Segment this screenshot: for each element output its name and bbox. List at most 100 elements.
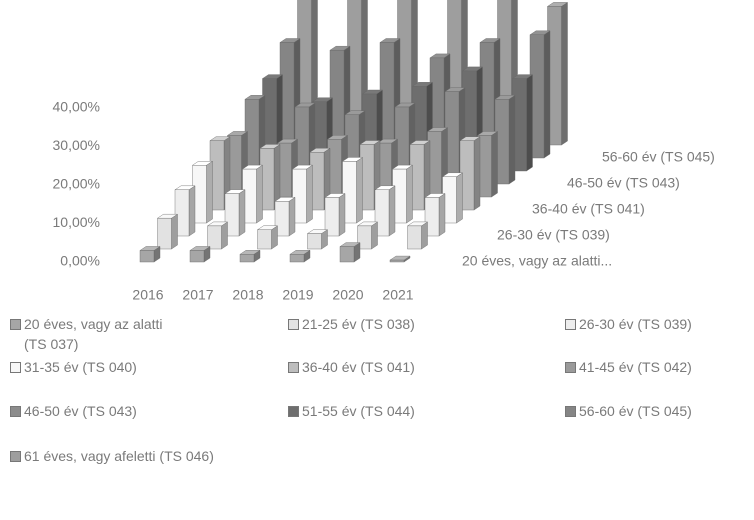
- bar: [274, 196, 296, 237]
- depth-label: 46-50 év (TS 043): [567, 175, 680, 191]
- bar-front: [342, 161, 357, 224]
- bar: [306, 229, 329, 250]
- legend-swatch: [565, 406, 576, 417]
- bar: [441, 172, 464, 224]
- legend-swatch: [10, 451, 21, 462]
- legend-label: 36-40 év (TS 041): [302, 359, 415, 375]
- bar: [341, 157, 364, 224]
- bar: [546, 2, 569, 146]
- x-tick-label: 2017: [182, 287, 213, 303]
- bar-front: [207, 225, 222, 250]
- y-tick-label: 40,00%: [53, 99, 100, 115]
- bar: [259, 144, 281, 211]
- bar-front: [339, 246, 355, 263]
- bar: [324, 193, 346, 237]
- bar-front: [374, 189, 390, 237]
- x-tick-label: 2018: [232, 287, 263, 303]
- bar: [476, 131, 499, 198]
- bar: [289, 249, 311, 263]
- bar-front: [324, 197, 340, 237]
- bar-side: [421, 221, 428, 250]
- bar-side: [238, 189, 246, 237]
- legend-label: 41-45 év (TS 042): [579, 359, 692, 375]
- legend-label: 46-50 év (TS 043): [24, 403, 137, 419]
- bar-side: [438, 193, 446, 237]
- bar-side: [473, 136, 481, 211]
- bar-side: [221, 221, 228, 250]
- bar: [174, 185, 196, 237]
- bar-front: [239, 254, 255, 263]
- bar-side: [171, 213, 178, 250]
- bar: [309, 147, 331, 211]
- bar: [241, 164, 264, 224]
- bar-side: [406, 164, 413, 224]
- bar-front: [289, 254, 305, 263]
- legend-item: 21-25 év (TS 038): [288, 314, 478, 334]
- depth-label: 20 éves, vagy az alatti...: [462, 253, 612, 269]
- bar-side: [456, 172, 463, 224]
- legend-item: 41-45 év (TS 042): [565, 357, 754, 377]
- legend-swatch: [10, 406, 21, 417]
- bar-front: [357, 225, 372, 250]
- bar-side: [256, 164, 263, 224]
- bar: [379, 38, 401, 159]
- legend-swatch: [288, 406, 299, 417]
- legend-label: 31-35 év (TS 040): [24, 359, 137, 375]
- legend-label: 21-25 év (TS 038): [302, 316, 415, 332]
- legend-item: 51-55 év (TS 044): [288, 401, 478, 421]
- bar: [406, 221, 429, 250]
- chart: 0,00% 10,00% 20,00% 30,00% 40,00% 2016 2017 201…: [53, 0, 715, 303]
- legend-item: 56-60 év (TS 045): [565, 401, 754, 421]
- legend-item: 26-30 év (TS 039): [565, 314, 754, 334]
- bar-side: [338, 193, 346, 237]
- bar-front: [307, 233, 322, 250]
- bar-side: [526, 74, 533, 172]
- legend-item: 20 éves, vagy az alatti (TS 037): [10, 314, 180, 354]
- legend-label: 61 éves, vagy afeletti (TS 046): [24, 448, 214, 464]
- y-tick-label: 0,00%: [60, 253, 100, 269]
- bar-front: [257, 229, 272, 250]
- bar: [206, 221, 229, 250]
- bar-side: [306, 164, 313, 224]
- bar-side: [206, 160, 213, 224]
- bar: [391, 164, 414, 224]
- bar-side: [388, 185, 396, 237]
- y-tick-label: 10,00%: [53, 214, 100, 230]
- bar-side: [561, 2, 568, 146]
- bar: [339, 242, 361, 263]
- depth-label: 56-60 év (TS 045): [602, 149, 715, 165]
- bar: [511, 74, 534, 172]
- x-tick-label: 2021: [382, 287, 413, 303]
- bar-side: [188, 185, 196, 237]
- bar-front: [174, 189, 190, 237]
- bar: [424, 193, 446, 237]
- depth-label: 26-30 év (TS 039): [497, 227, 610, 243]
- x-tick-label: 2016: [132, 287, 163, 303]
- bar-front: [189, 250, 205, 263]
- legend-item: 36-40 év (TS 041): [288, 357, 478, 377]
- bar-front: [389, 259, 405, 263]
- legend-label: 51-55 év (TS 044): [302, 403, 415, 419]
- y-tick-label: 20,00%: [53, 176, 100, 192]
- bar-front: [407, 225, 422, 250]
- y-tick-label: 30,00%: [53, 137, 100, 153]
- legend-label: 26-30 év (TS 039): [579, 316, 692, 332]
- bar-front: [292, 168, 307, 224]
- bar: [189, 246, 211, 263]
- bar-front: [274, 201, 290, 237]
- bar: [409, 140, 431, 211]
- bar-side: [543, 30, 551, 159]
- bar: [459, 136, 481, 211]
- x-tick-label: 2020: [332, 287, 363, 303]
- bar-side: [288, 196, 296, 237]
- legend-label: 20 éves, vagy az alatti (TS 037): [24, 316, 163, 352]
- bar-front: [424, 197, 440, 237]
- bar: [374, 185, 396, 237]
- bar: [389, 255, 411, 263]
- legend-label: 56-60 év (TS 045): [579, 403, 692, 419]
- legend-item: 46-50 év (TS 043): [10, 401, 200, 421]
- legend-swatch: [10, 362, 21, 373]
- bar: [256, 225, 279, 250]
- bar: [529, 30, 551, 159]
